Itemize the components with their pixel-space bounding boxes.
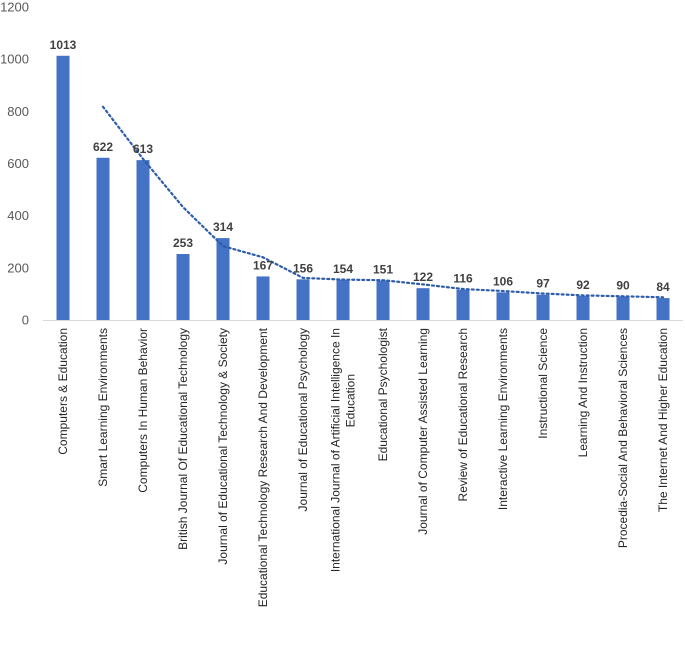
category-label: Journal of Educational Psychology: [296, 328, 310, 511]
category-label-line: The Internet And Higher Education: [656, 328, 670, 512]
data-label: 116: [453, 272, 473, 286]
category-label: Smart Learning Environments: [96, 328, 110, 487]
category-label-line: Journal of Educational Psychology: [296, 328, 310, 511]
category-label-line: Journal of Educational Technology & Soci…: [216, 328, 230, 565]
data-label: 151: [373, 263, 393, 277]
bar: [656, 298, 670, 320]
category-label: International Journal of Artificial Inte…: [329, 328, 358, 572]
bar: [56, 55, 70, 321]
bar: [576, 296, 590, 320]
data-label: 1013: [50, 38, 77, 52]
bar: [336, 279, 350, 320]
bar: [496, 292, 510, 320]
moving-average-trendline: [101, 105, 665, 299]
data-label: 167: [253, 258, 273, 272]
category-label: Learning And Instruction: [576, 328, 590, 457]
bar: [456, 289, 470, 320]
category-label: Educational Technology Research And Deve…: [256, 327, 270, 607]
y-tick-label: 200: [7, 260, 29, 275]
data-label: 154: [333, 262, 353, 276]
data-label: 92: [576, 278, 590, 292]
data-label: 90: [616, 279, 630, 293]
category-label: Educational Psychologist: [376, 327, 390, 461]
bar: [216, 238, 230, 320]
category-label-line: Learning And Instruction: [576, 328, 590, 457]
y-axis: 0 200 400 600 800 1000 1200: [0, 0, 29, 328]
category-label: Journal of Computer Assisted Learning: [416, 328, 430, 535]
category-label: Interactive Learning Environments: [496, 328, 510, 510]
bar: [376, 280, 390, 320]
data-labels: 1013 622 613 253 314 167 156 154 151 122 116 106 97 9…: [50, 38, 670, 294]
category-label-line: Smart Learning Environments: [96, 328, 110, 487]
bar: [416, 288, 430, 320]
y-tick-label: 1000: [0, 52, 29, 67]
category-label: The Internet And Higher Education: [656, 328, 670, 512]
data-label: 97: [536, 277, 550, 291]
data-label: 622: [93, 140, 113, 154]
category-label: Instructional Science: [536, 328, 550, 439]
bar: [616, 296, 630, 320]
category-label-line: Journal of Computer Assisted Learning: [416, 328, 430, 535]
bar: [296, 279, 310, 320]
y-tick-label: 0: [22, 313, 29, 328]
y-tick-label: 600: [7, 156, 29, 171]
data-label: 156: [293, 261, 313, 275]
category-label: Computers In Human Behavior: [136, 328, 150, 493]
category-label-line: British Journal Of Educational Technolog…: [176, 328, 190, 550]
bar: [256, 276, 270, 320]
bars: [56, 55, 670, 321]
category-label-line: Interactive Learning Environments: [496, 328, 510, 510]
category-labels: Computers & Education Smart Learning Envi…: [56, 327, 670, 607]
category-label-line: Computers In Human Behavior: [136, 328, 150, 493]
data-label: 613: [133, 142, 153, 156]
y-tick-label: 400: [7, 208, 29, 223]
category-label-line: Educational Technology Research And Deve…: [256, 327, 270, 607]
category-label: Review of Educational Research: [456, 328, 470, 501]
data-label: 122: [413, 270, 433, 284]
category-label-line: International Journal of Artificial Inte…: [329, 328, 343, 572]
bar: [136, 160, 150, 320]
y-tick-label: 800: [7, 104, 29, 119]
category-label-line: Education: [344, 374, 358, 427]
bar: [96, 157, 110, 320]
bar: [176, 254, 190, 320]
category-label-line: Instructional Science: [536, 328, 550, 439]
category-label-line: Educational Psychologist: [376, 327, 390, 461]
category-label-line: Procedia-Social And Behavioral Sciences: [616, 328, 630, 548]
data-label: 314: [213, 220, 233, 234]
category-label-line: Computers & Education: [56, 328, 70, 455]
category-label: British Journal Of Educational Technolog…: [176, 328, 190, 550]
data-label: 253: [173, 236, 193, 250]
category-label: Computers & Education: [56, 328, 70, 455]
category-label: Procedia-Social And Behavioral Sciences: [616, 328, 630, 548]
bar: [536, 294, 550, 320]
category-label-line: Review of Educational Research: [456, 328, 470, 501]
data-label: 84: [656, 280, 670, 294]
category-label: Journal of Educational Technology & Soci…: [216, 328, 230, 565]
y-tick-label: 1200: [0, 0, 29, 15]
data-label: 106: [493, 274, 513, 288]
